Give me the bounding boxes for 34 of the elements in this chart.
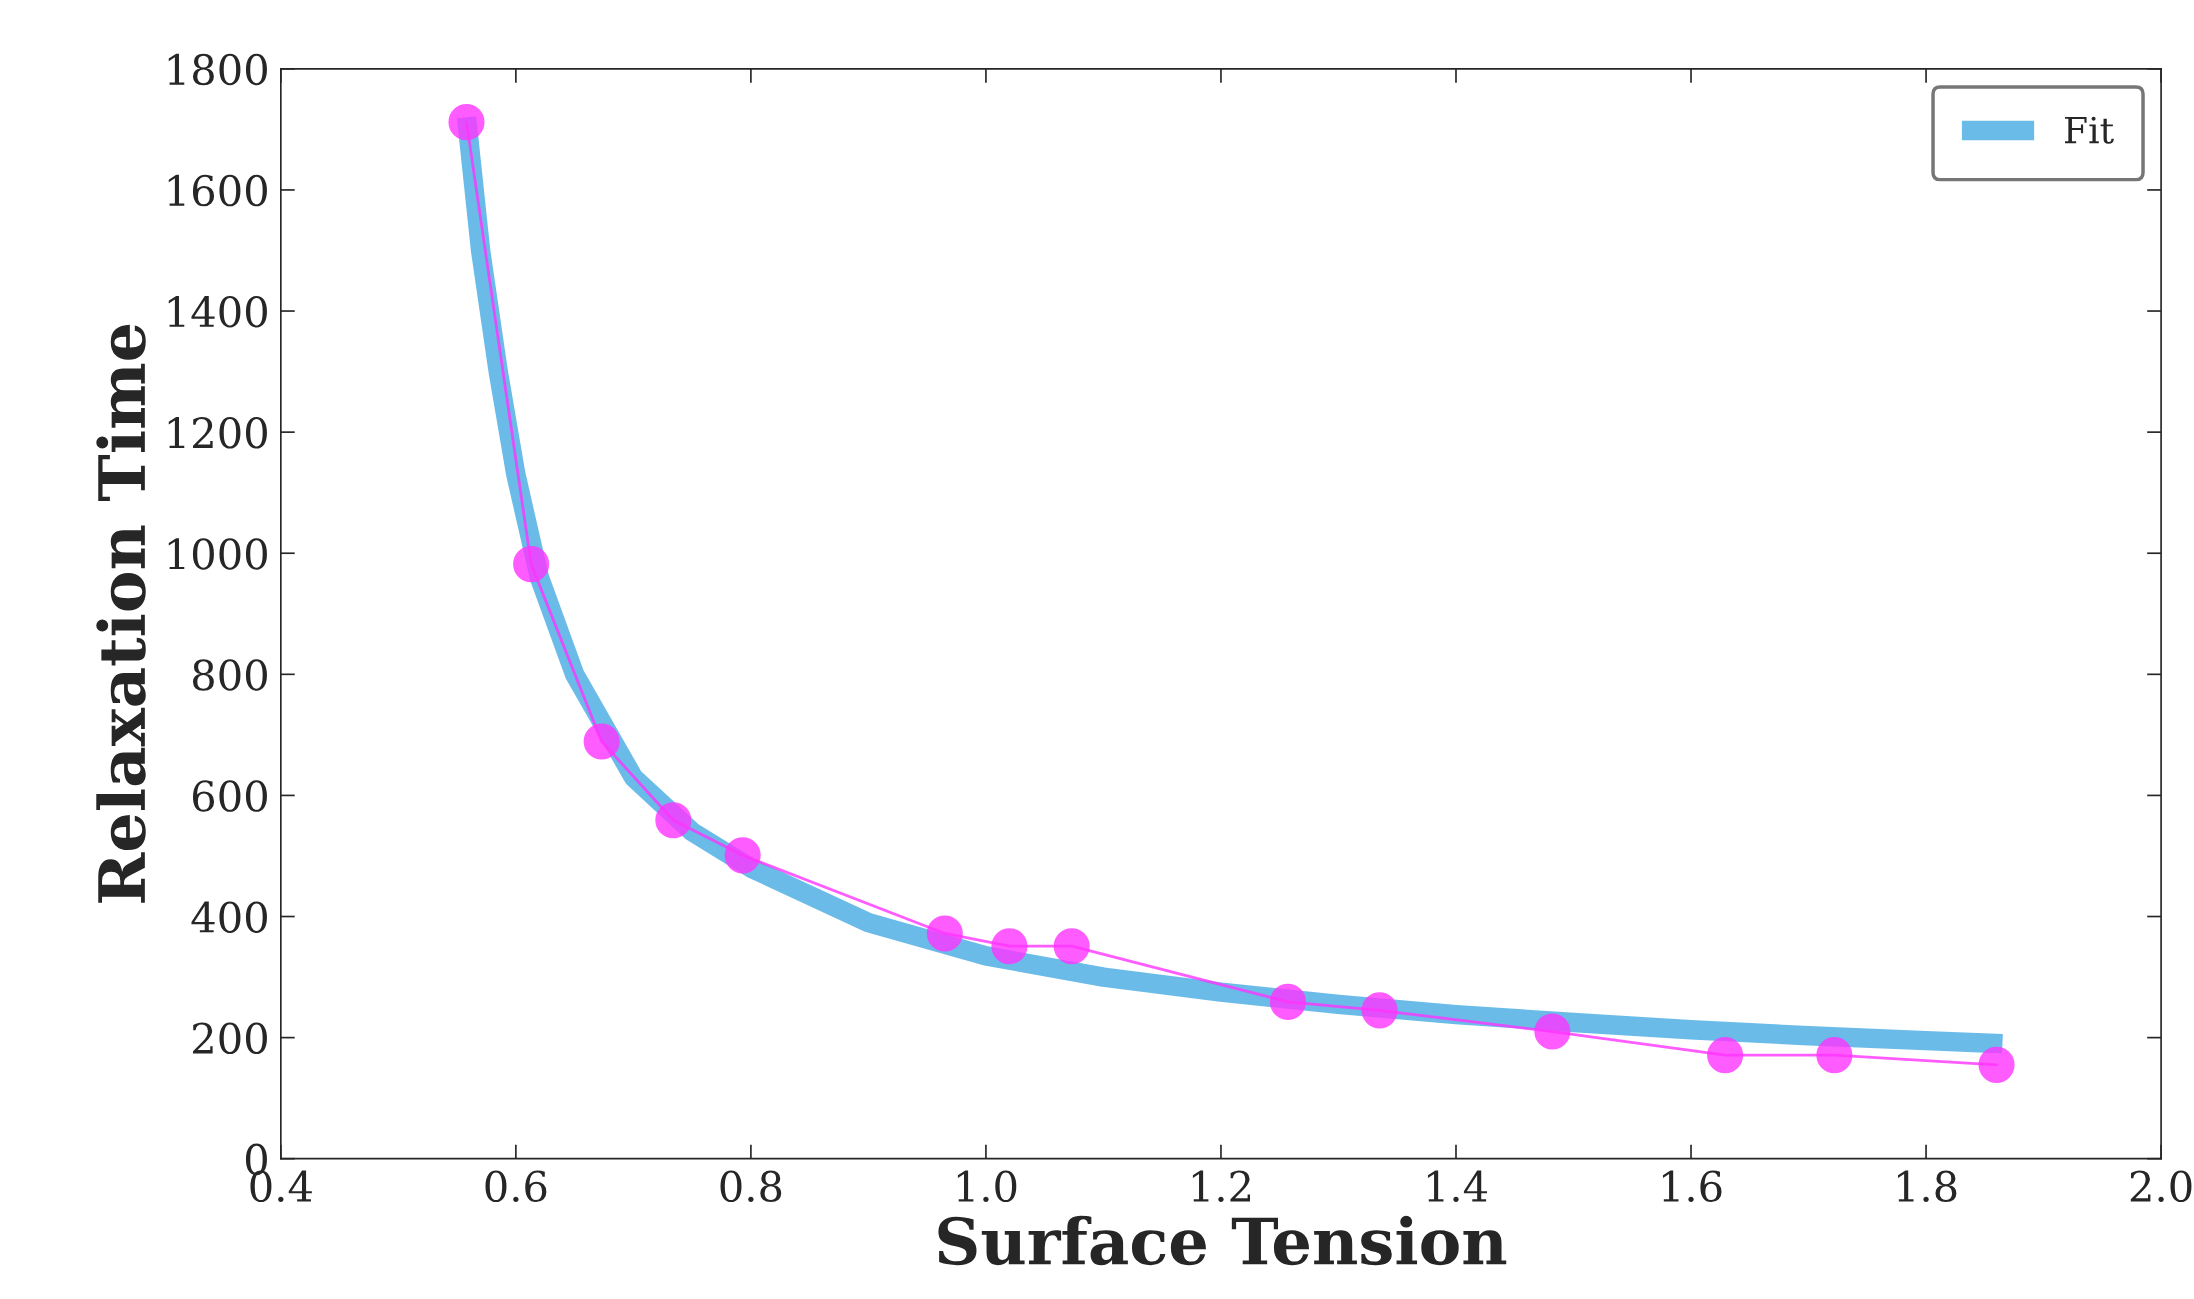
- x-tick-label: 0.6: [485, 1170, 547, 1203]
- y-tick-label: 1600: [168, 174, 267, 207]
- point: [1707, 1037, 1744, 1074]
- y-tick-label: 200: [193, 1022, 267, 1055]
- point: [1534, 1013, 1571, 1050]
- y-tick-label: 800: [192, 659, 267, 691]
- y-tick-label: 1200: [168, 417, 267, 449]
- point: [655, 802, 692, 839]
- point: [1053, 928, 1090, 965]
- y-axis-title: Relaxation Time: [96, 324, 146, 903]
- point: [448, 104, 485, 141]
- x-axis-title: Surface Tension: [938, 1215, 1507, 1266]
- x-tick-label: 1.4: [1427, 1170, 1488, 1203]
- x-tick-label: 1.8: [1898, 1170, 1957, 1203]
- point: [1361, 992, 1398, 1029]
- y-tick-label: 1000: [168, 538, 267, 570]
- y-tick-label: 1800: [168, 53, 267, 86]
- point: [1816, 1037, 1853, 1074]
- point: [513, 546, 550, 583]
- legend-label: Fit: [2065, 116, 2114, 144]
- point: [1269, 983, 1306, 1020]
- y-tick-label: 1400: [168, 295, 267, 328]
- point: [1978, 1046, 2015, 1083]
- y-tick-label: 600: [192, 780, 267, 812]
- x-tick-label: 0.8: [720, 1170, 782, 1203]
- x-tick-label: 1.2: [1192, 1170, 1251, 1203]
- x-tick-label: 1.6: [1662, 1170, 1722, 1203]
- point: [583, 723, 620, 760]
- point: [926, 915, 963, 952]
- point: [724, 837, 761, 874]
- y-tick-label: 400: [191, 901, 267, 933]
- x-tick-label: 2.0: [2130, 1170, 2192, 1203]
- x-tick-label: 1.0: [957, 1170, 1017, 1203]
- point: [991, 928, 1028, 965]
